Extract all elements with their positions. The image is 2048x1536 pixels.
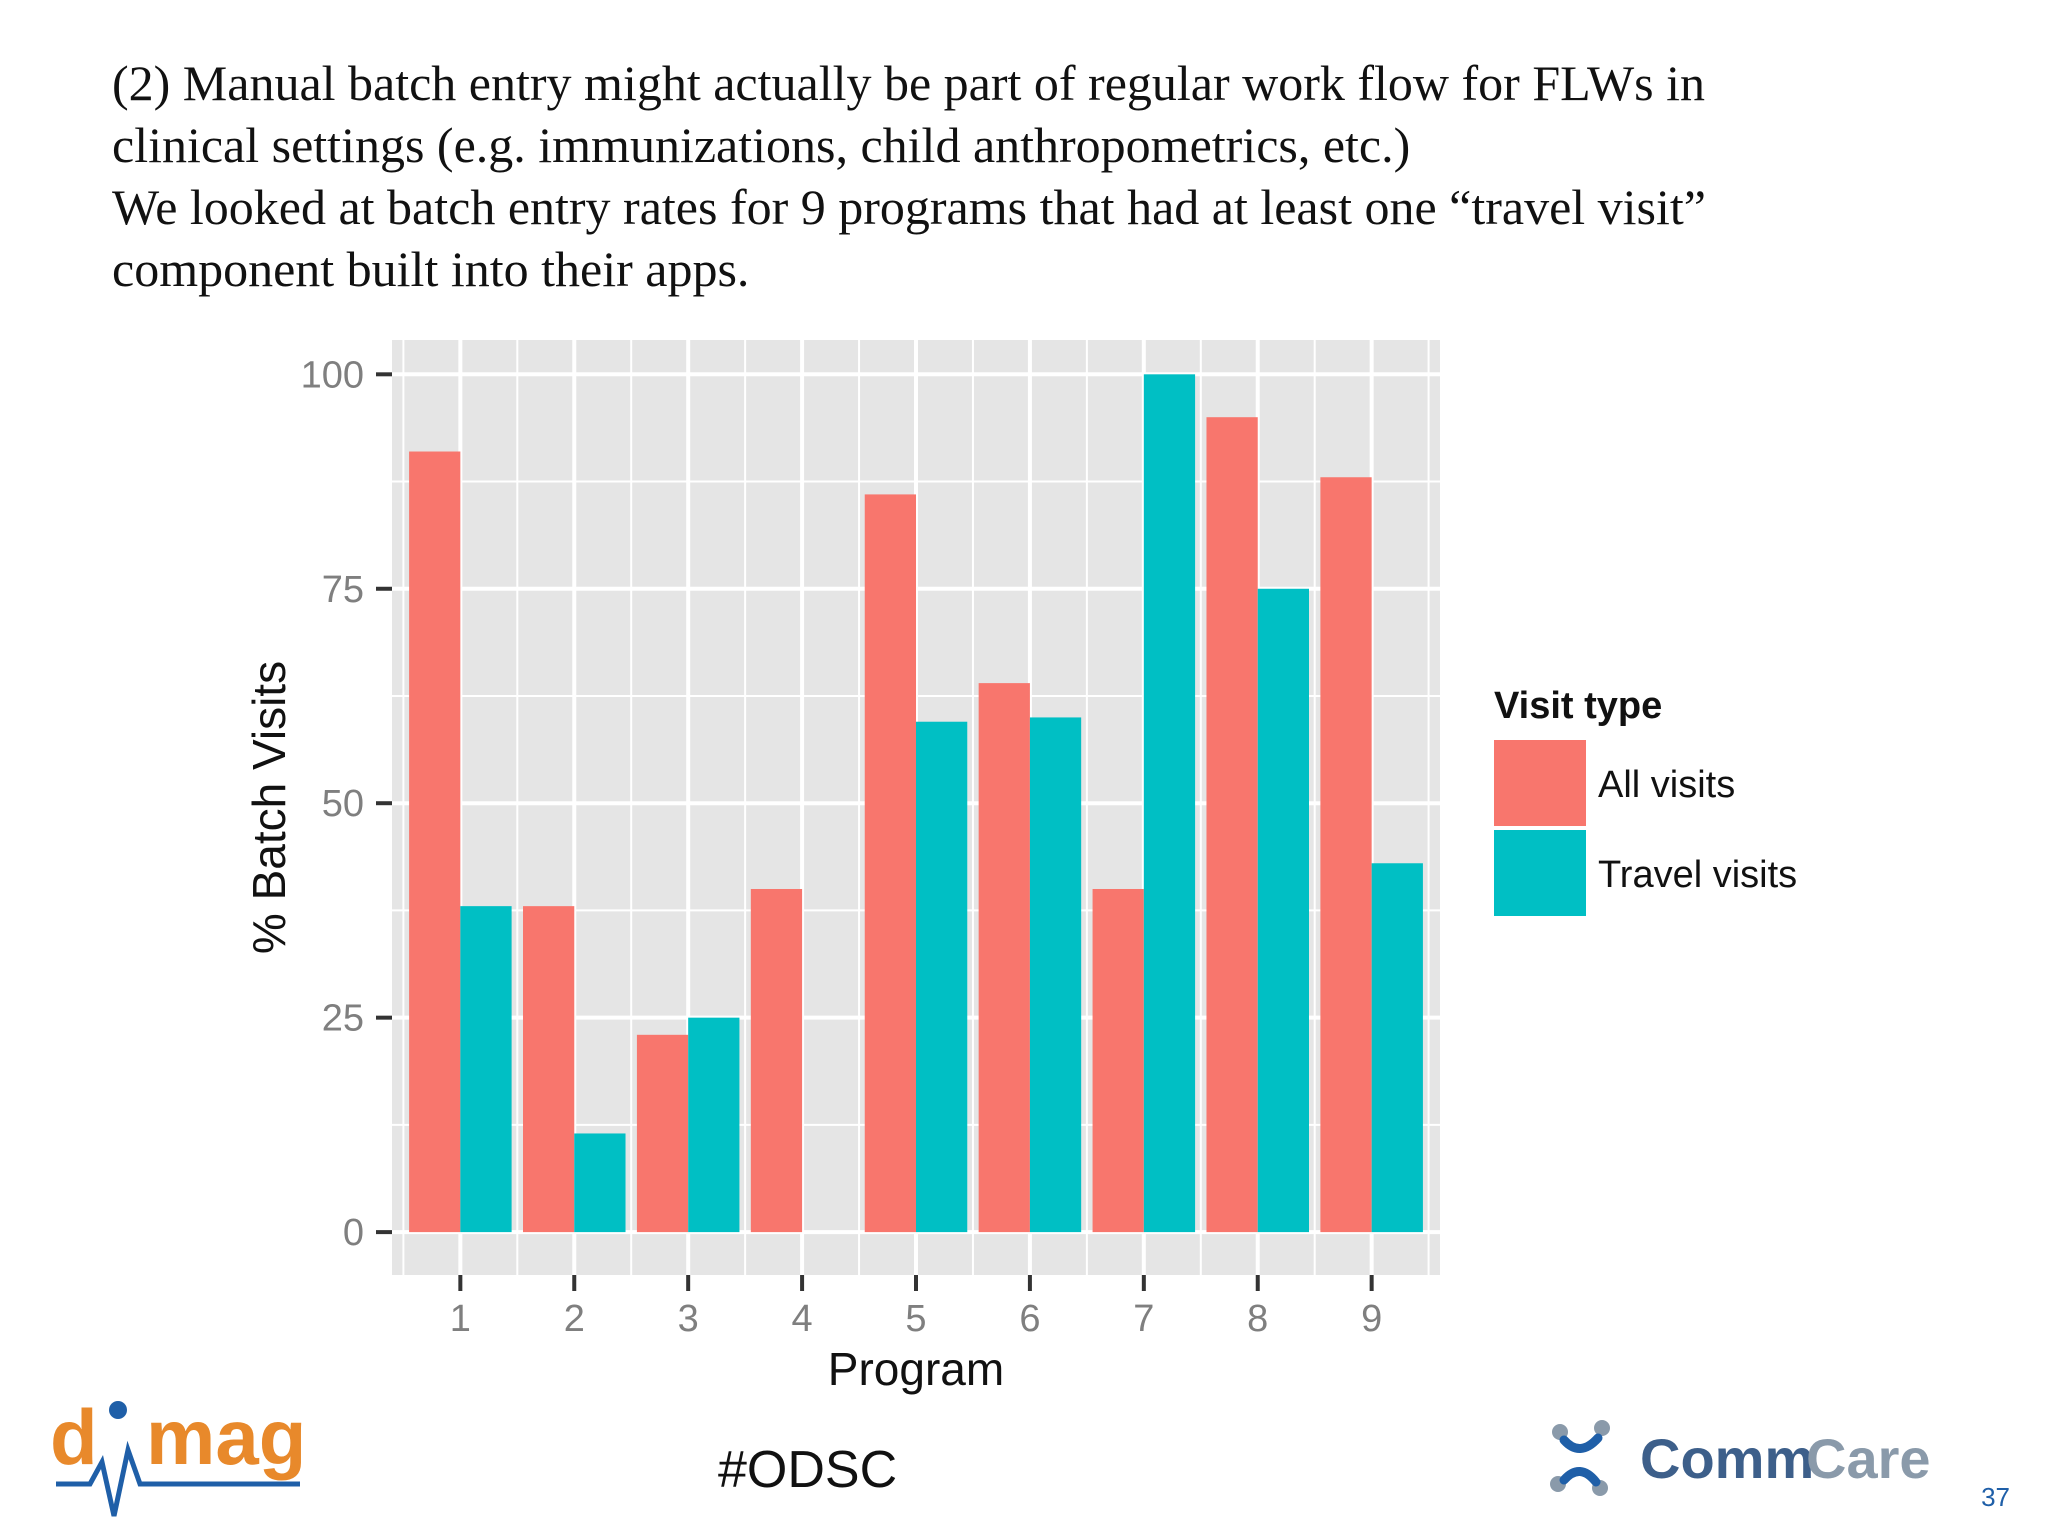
bar-all-visits-program-8 xyxy=(1206,417,1258,1233)
bar-all-visits-program-3 xyxy=(636,1034,689,1233)
x-tick-label: 4 xyxy=(792,1298,813,1340)
dimagi-logo: d magi xyxy=(50,1393,310,1517)
x-tick-label: 2 xyxy=(564,1298,585,1340)
y-tick-label: 100 xyxy=(301,354,364,396)
x-axis: 1 2 3 4 5 6 7 8 9 xyxy=(450,1275,1382,1340)
svg-text:d: d xyxy=(50,1393,98,1481)
x-tick-label: 8 xyxy=(1247,1298,1268,1340)
legend: Visit type All visits Travel visits xyxy=(1494,685,1797,916)
bar-travel-visits-program-2 xyxy=(574,1133,626,1233)
heading-line-2: clinical settings (e.g. immunizations, c… xyxy=(112,117,1411,173)
x-tick-label: 3 xyxy=(678,1298,699,1340)
svg-text:Comm: Comm xyxy=(1640,1427,1814,1490)
y-tick-label: 50 xyxy=(322,783,364,825)
bar-all-visits-program-9 xyxy=(1320,477,1372,1233)
x-tick-label: 6 xyxy=(1019,1298,1040,1340)
bar-all-visits-program-7 xyxy=(1092,888,1144,1233)
bar-all-visits-program-2 xyxy=(523,906,575,1233)
x-tick-label: 7 xyxy=(1133,1298,1154,1340)
svg-text:magi: magi xyxy=(146,1393,310,1481)
bar-travel-visits-program-9 xyxy=(1371,863,1423,1233)
slide-heading-text: (2) Manual batch entry might actually be… xyxy=(112,52,1992,300)
bar-all-visits-program-5 xyxy=(864,494,916,1233)
y-tick-label: 25 xyxy=(322,998,364,1040)
hashtag-label: #ODSC xyxy=(718,1441,898,1499)
bar-travel-visits-program-1 xyxy=(460,906,512,1233)
bar-all-visits-program-1 xyxy=(409,451,461,1233)
commcare-logo: Comm Care xyxy=(1550,1420,1931,1496)
legend-swatch-travel-visits xyxy=(1494,830,1586,916)
legend-swatch-all-visits xyxy=(1494,740,1586,826)
page-number: 37 xyxy=(1981,1482,2010,1512)
x-tick-label: 5 xyxy=(905,1298,926,1340)
bar-travel-visits-program-7 xyxy=(1143,374,1196,1233)
bars-group xyxy=(409,374,1423,1233)
x-tick-label: 1 xyxy=(450,1298,471,1340)
bar-all-visits-program-6 xyxy=(978,683,1030,1233)
x-axis-title: Program xyxy=(828,1343,1004,1395)
legend-title: Visit type xyxy=(1494,685,1662,727)
heading-line-4: component built into their apps. xyxy=(112,241,750,297)
y-axis-title: % Batch Visits xyxy=(243,661,295,954)
bar-all-visits-program-4 xyxy=(750,888,803,1233)
legend-label-all-visits: All visits xyxy=(1598,764,1735,806)
x-tick-label: 9 xyxy=(1361,1298,1382,1340)
heading-line-3: We looked at batch entry rates for 9 pro… xyxy=(112,179,1706,235)
bar-travel-visits-program-6 xyxy=(1029,717,1082,1233)
y-tick-label: 0 xyxy=(343,1212,364,1254)
y-axis: 0 25 50 75 100 xyxy=(301,354,392,1254)
bar-travel-visits-program-8 xyxy=(1257,588,1309,1233)
svg-text:Care: Care xyxy=(1806,1427,1931,1490)
bar-travel-visits-program-5 xyxy=(916,721,968,1233)
bar-travel-visits-program-3 xyxy=(688,1017,740,1233)
legend-label-travel-visits: Travel visits xyxy=(1598,854,1797,896)
y-tick-label: 75 xyxy=(322,569,364,611)
heading-line-1: (2) Manual batch entry might actually be… xyxy=(112,55,1706,111)
